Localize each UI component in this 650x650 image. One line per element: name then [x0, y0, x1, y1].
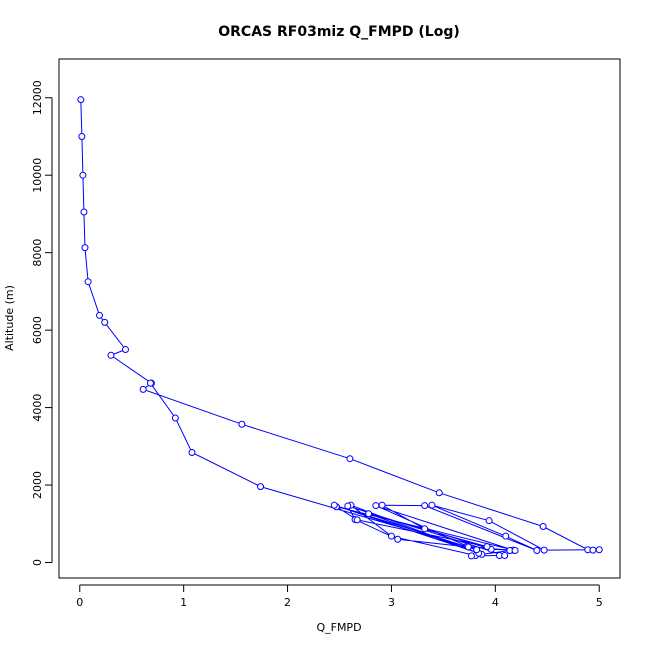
x-tick-label: 2 — [284, 596, 291, 609]
data-point — [139, 385, 147, 393]
data-point — [84, 278, 92, 286]
data-point — [540, 546, 548, 554]
data-point — [146, 379, 154, 387]
y-tick-label: 12000 — [31, 80, 44, 115]
x-tick-label: 3 — [388, 596, 395, 609]
data-point — [257, 483, 265, 491]
data-point — [378, 501, 386, 509]
y-tick-label: 4000 — [31, 394, 44, 422]
chart-title: ORCAS RF03miz Q_FMPD (Log) — [218, 24, 460, 40]
data-point — [330, 501, 338, 509]
series-line — [80, 99, 600, 557]
data-point — [365, 510, 373, 518]
data-point — [387, 532, 395, 540]
data-point — [421, 502, 429, 510]
x-tick-label: 0 — [76, 596, 83, 609]
data-point — [101, 318, 109, 326]
data-point — [539, 522, 547, 530]
data-point — [485, 517, 493, 525]
data-point — [595, 546, 603, 554]
x-tick-label: 5 — [596, 596, 603, 609]
data-point — [435, 489, 443, 497]
data-point — [171, 414, 179, 422]
data-point — [473, 546, 481, 554]
data-point — [81, 244, 89, 252]
x-axis-label: Q_FMPD — [316, 621, 361, 634]
data-point — [372, 502, 380, 510]
x-tick-label: 4 — [492, 596, 499, 609]
data-point — [501, 552, 509, 560]
data-point — [238, 420, 246, 428]
data-point — [79, 171, 87, 179]
data-point — [77, 96, 85, 104]
data-point — [421, 525, 429, 533]
data-point — [78, 132, 86, 140]
y-tick-label: 6000 — [31, 316, 44, 344]
data-point — [589, 546, 597, 554]
x-tick-label: 1 — [180, 596, 187, 609]
plot-area-frame — [58, 58, 621, 579]
data-point — [96, 311, 104, 319]
y-tick-label: 10000 — [31, 158, 44, 193]
data-point — [533, 547, 541, 555]
y-tick-label: 0 — [31, 559, 44, 566]
data-point — [344, 502, 352, 510]
data-point — [394, 535, 402, 543]
data-point — [483, 543, 491, 551]
data-point — [346, 455, 354, 463]
data-point — [428, 501, 436, 509]
y-axis-label: Altitude (m) — [3, 285, 16, 351]
data-point — [107, 351, 115, 359]
y-tick-label: 2000 — [31, 471, 44, 499]
y-tick-label: 8000 — [31, 239, 44, 267]
data-point — [464, 543, 472, 551]
data-point — [467, 552, 475, 560]
data-point — [121, 345, 129, 353]
data-point — [188, 449, 196, 457]
y-axis: 0 2000 4000 6000 8000 10000 12000 — [31, 80, 53, 566]
data-point — [80, 208, 88, 216]
data-point — [511, 547, 519, 555]
data-point — [353, 516, 361, 524]
series-layer — [77, 96, 603, 560]
x-axis: 0 1 2 3 4 5 — [76, 584, 603, 609]
data-point — [502, 532, 510, 540]
